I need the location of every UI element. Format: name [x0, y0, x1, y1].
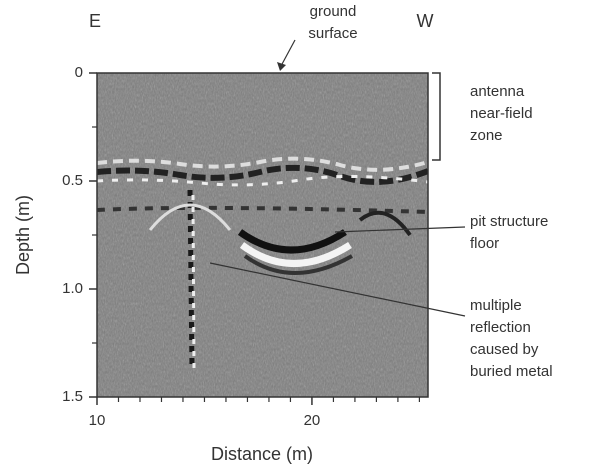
y-tick-label: 0.5	[62, 172, 83, 189]
annotation: multiple	[470, 297, 522, 314]
annotation: reflection	[470, 319, 531, 336]
annotation: antenna	[470, 83, 525, 100]
pit-leader	[334, 226, 466, 233]
metal-leader	[209, 262, 466, 317]
annotation: zone	[470, 127, 503, 144]
direction-label: W	[417, 11, 434, 31]
radargram-image	[97, 73, 428, 397]
ground-arrowhead	[277, 62, 286, 71]
x-tick-label: 20	[304, 412, 321, 429]
near-field-bracket	[432, 72, 441, 161]
y-tick-label: 0	[75, 64, 83, 81]
annotation: floor	[470, 235, 499, 252]
annotation: caused by	[470, 341, 539, 358]
annotation: buried metal	[470, 363, 553, 380]
direction-label: E	[89, 11, 101, 31]
x-axis-label: Distance (m)	[211, 444, 313, 464]
annotation: surface	[308, 25, 357, 42]
annotation: pit structure	[470, 213, 548, 230]
ground-arrow	[280, 39, 296, 67]
x-tick-label: 10	[89, 412, 106, 429]
y-tick-label: 1.0	[62, 280, 83, 297]
annotation: ground	[310, 3, 357, 20]
annotation: near-field	[470, 105, 533, 122]
y-axis-label: Depth (m)	[13, 195, 33, 275]
y-tick-label: 1.5	[62, 388, 83, 405]
